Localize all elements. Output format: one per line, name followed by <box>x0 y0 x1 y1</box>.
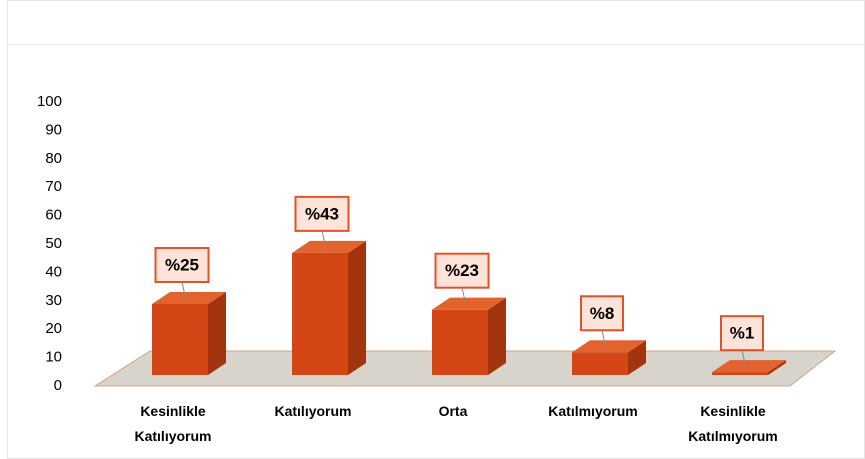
leader-line <box>601 330 607 349</box>
y-tick-label: 10 <box>45 349 62 366</box>
value-label-box <box>154 247 210 283</box>
bar-top <box>712 360 786 373</box>
bar-side <box>488 297 506 375</box>
value-label: %1 <box>730 324 755 343</box>
value-label: %43 <box>305 204 339 223</box>
bar <box>432 297 506 375</box>
value-label: %23 <box>445 261 479 280</box>
bar-top <box>432 297 506 310</box>
value-label-box <box>434 252 490 289</box>
x-tick-label: Kesinlikle Katılmıyorum <box>688 403 777 444</box>
bar <box>712 360 786 375</box>
y-tick-label: 70 <box>45 178 62 195</box>
bar-front <box>292 252 348 375</box>
x-tick-label: Katılıyorum <box>274 403 351 419</box>
x-tick-label: Katılmıyorum <box>548 403 637 419</box>
bar-top <box>292 240 366 253</box>
y-tick-label: 0 <box>54 377 62 394</box>
y-tick-label: 90 <box>45 121 62 138</box>
value-label-box <box>580 295 624 332</box>
y-tick-label: 40 <box>45 263 62 280</box>
y-tick-label: 60 <box>45 207 62 224</box>
chart-frame <box>7 0 865 459</box>
value-label-box <box>294 195 350 232</box>
leader-line <box>461 287 467 306</box>
y-tick-label: 20 <box>45 320 62 337</box>
x-tick-label: Kesinlikle Katılıyorum <box>134 403 211 444</box>
y-tick-label: 100 <box>37 93 62 110</box>
bar-top <box>572 340 646 353</box>
leader-line <box>741 350 747 369</box>
leader-line <box>321 230 327 249</box>
bar-front <box>712 372 768 375</box>
bar-side <box>628 340 646 375</box>
x-tick-label: Orta <box>439 403 468 419</box>
bar <box>572 340 646 375</box>
bar-top <box>152 292 226 304</box>
y-tick-label: 80 <box>45 150 62 167</box>
bar <box>152 292 226 375</box>
bar-front <box>572 352 628 375</box>
value-label: %25 <box>165 255 199 274</box>
value-label: %8 <box>590 304 615 323</box>
bar <box>292 240 366 375</box>
bar-side <box>208 292 226 375</box>
bar-front <box>152 304 208 375</box>
bar-side <box>768 360 786 375</box>
y-tick-label: 30 <box>45 292 62 309</box>
bar-side <box>348 240 366 375</box>
bar-front <box>432 309 488 375</box>
y-tick-label: 50 <box>45 235 62 252</box>
value-label-box <box>720 315 764 352</box>
leader-line <box>181 281 187 301</box>
